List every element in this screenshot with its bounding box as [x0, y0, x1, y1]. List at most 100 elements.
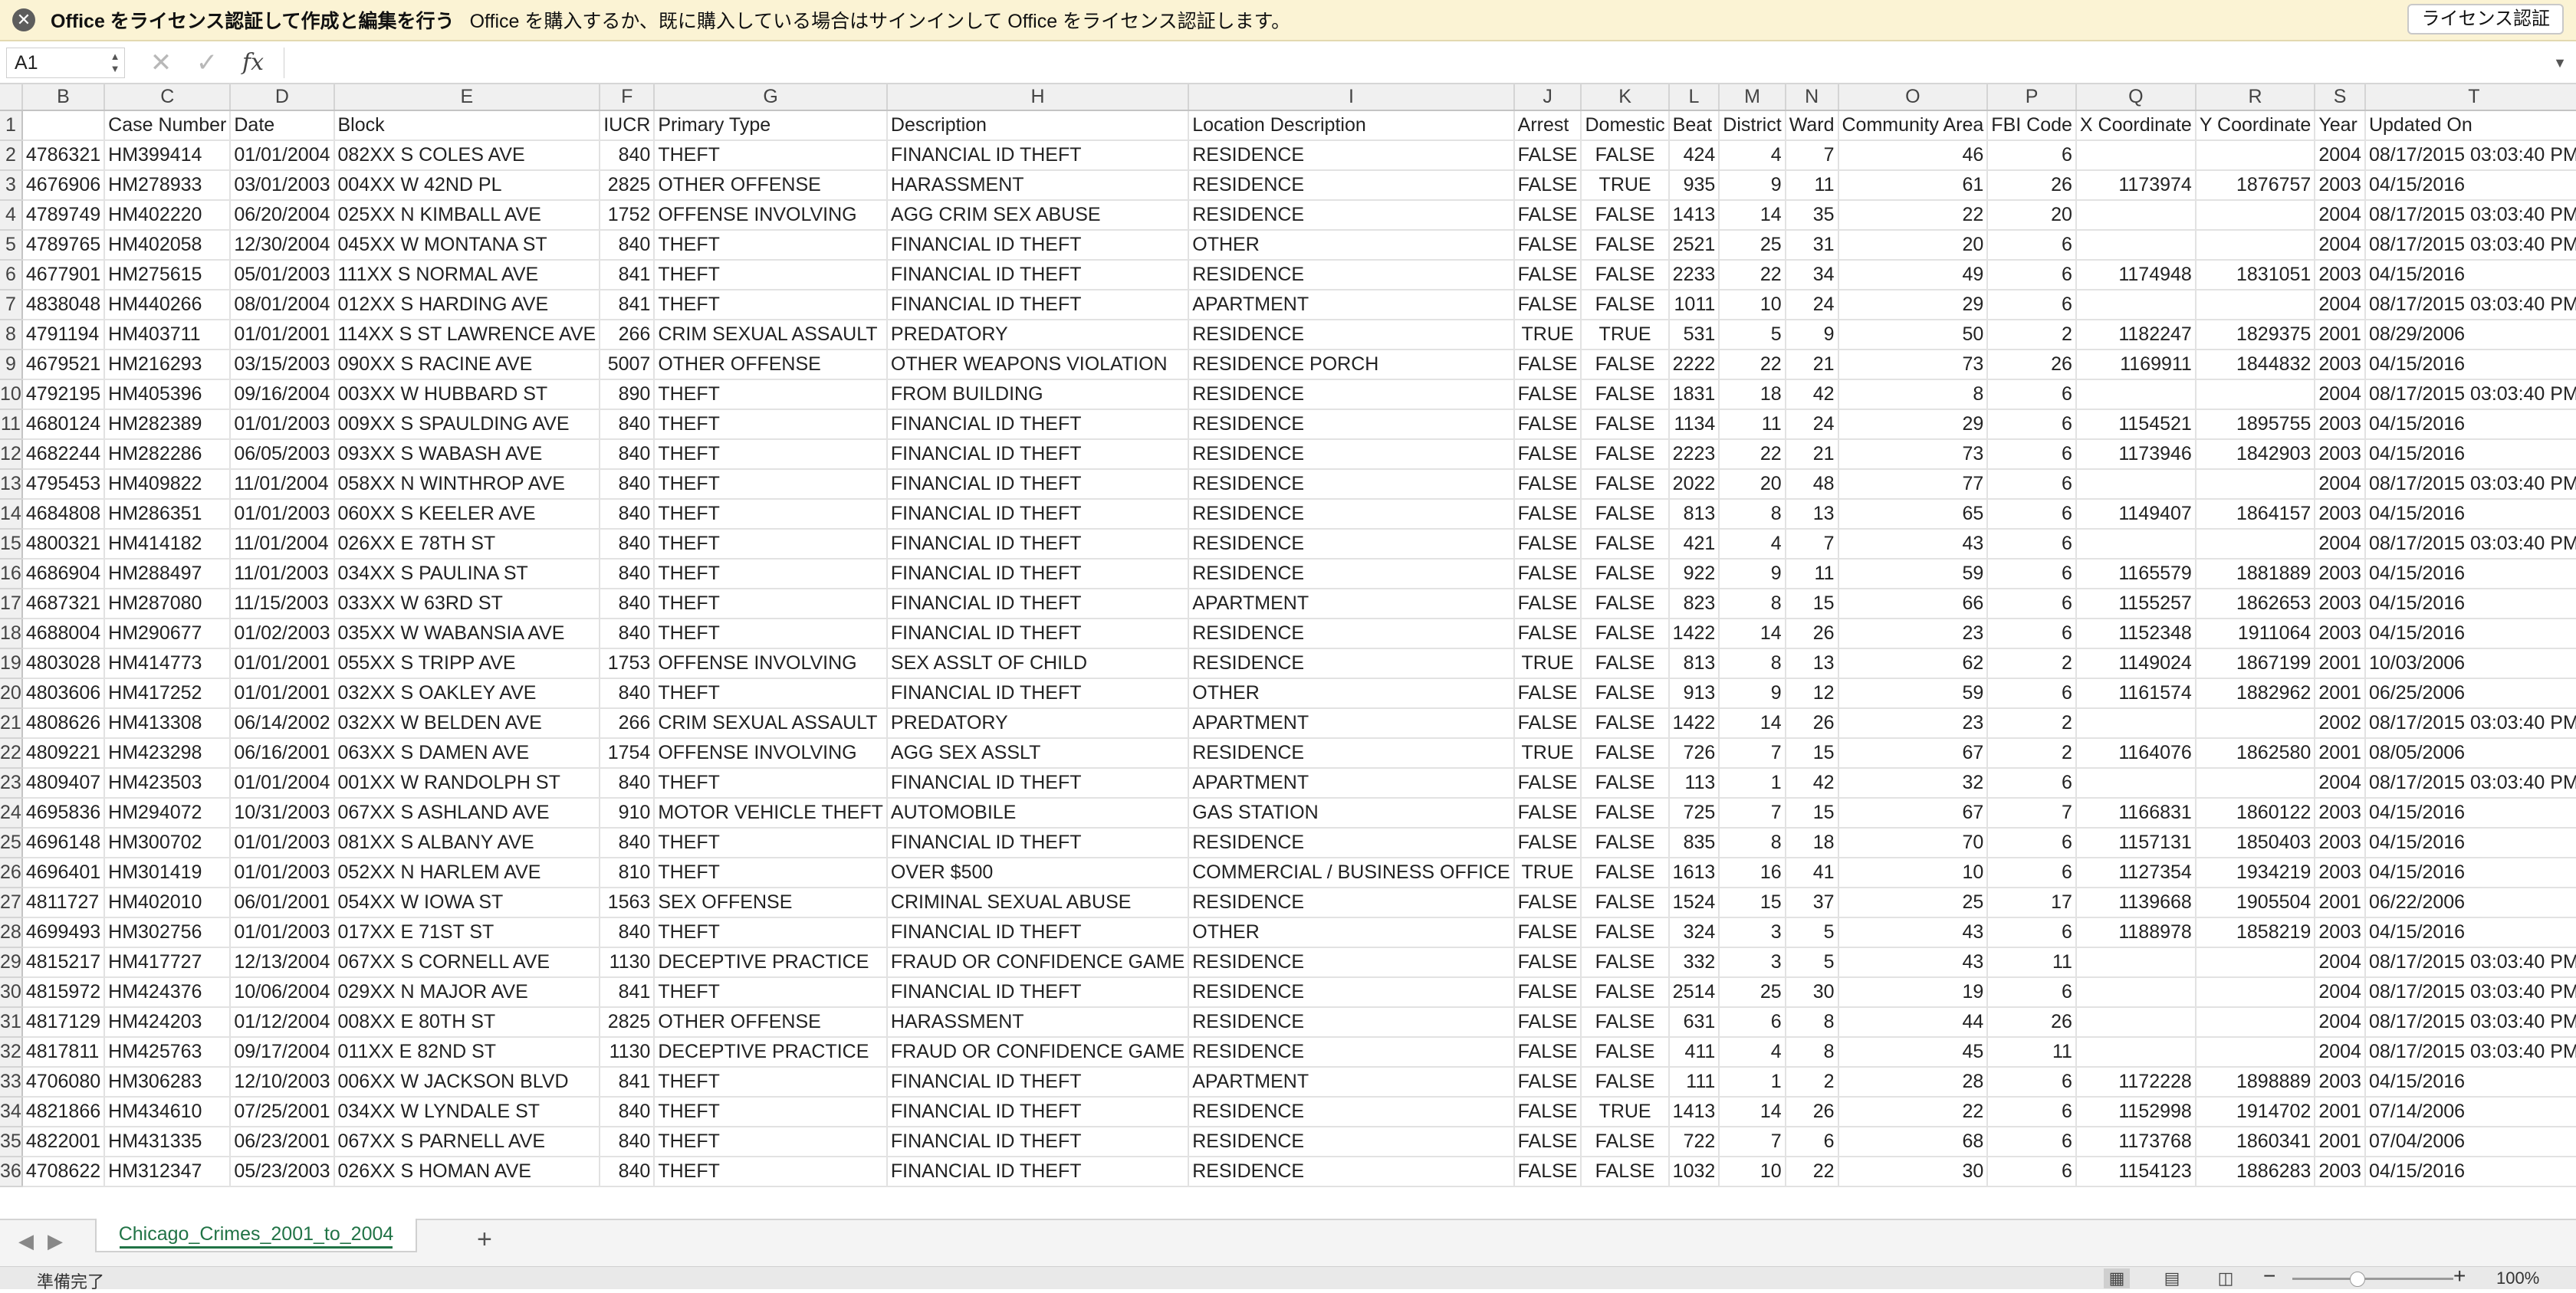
cell-t[interactable]: 08/17/2015 03:03:40 PM: [2364, 708, 2576, 739]
cell-t[interactable]: 08/05/2006: [2364, 738, 2576, 769]
cell-h[interactable]: SEX ASSLT OF CHILD: [886, 648, 1190, 679]
cell-d[interactable]: 01/01/2003: [230, 828, 335, 858]
cell-f[interactable]: 840: [600, 917, 656, 948]
cell-e[interactable]: 003XX W HUBBARD ST: [334, 379, 601, 410]
cell-f[interactable]: 266: [600, 320, 656, 350]
cell-b[interactable]: 4803028: [21, 648, 106, 679]
column-header-s[interactable]: S: [2315, 84, 2366, 111]
cell-d[interactable]: 01/01/2001: [230, 648, 335, 679]
cell-c[interactable]: HM423503: [104, 768, 232, 799]
cell-g[interactable]: THEFT: [654, 469, 888, 500]
cell-c[interactable]: HM286351: [104, 499, 232, 530]
cell-n[interactable]: 26: [1785, 1097, 1839, 1127]
cell-c[interactable]: HM294072: [104, 798, 232, 829]
cell-o[interactable]: 45: [1838, 1037, 1989, 1068]
zoom-slider-thumb[interactable]: [2350, 1272, 2365, 1287]
cell-r[interactable]: [2195, 379, 2316, 410]
cell-s[interactable]: 2004: [2315, 977, 2366, 1008]
cell-e[interactable]: 034XX W LYNDALE ST: [334, 1097, 601, 1127]
cell-e[interactable]: 063XX S DAMEN AVE: [334, 738, 601, 769]
cell-i[interactable]: RESIDENCE PORCH: [1188, 350, 1515, 380]
cell-m[interactable]: 15: [1719, 888, 1786, 918]
cell-s[interactable]: 2004: [2315, 529, 2366, 560]
cell-r[interactable]: 1864157: [2195, 499, 2316, 530]
cell-d[interactable]: 09/17/2004: [230, 1037, 335, 1068]
cell-c[interactable]: HM287080: [104, 589, 232, 619]
expand-formula-bar-icon[interactable]: ▼: [2553, 55, 2567, 71]
cell-q[interactable]: [2075, 947, 2196, 978]
row-header[interactable]: 8: [0, 320, 23, 350]
cell-s[interactable]: 2003: [2315, 1067, 2366, 1098]
cell-k[interactable]: FALSE: [1581, 379, 1670, 410]
cell-k[interactable]: FALSE: [1581, 828, 1670, 858]
row-header[interactable]: 17: [0, 589, 23, 619]
cell-t[interactable]: 04/15/2016: [2364, 589, 2576, 619]
cell-f[interactable]: 840: [600, 589, 656, 619]
cell-k[interactable]: FALSE: [1581, 140, 1670, 171]
cell-l[interactable]: 2233: [1668, 260, 1720, 290]
cell-c[interactable]: HM413308: [104, 708, 232, 739]
cell-q[interactable]: 1155257: [2075, 589, 2196, 619]
cell-t[interactable]: 08/17/2015 03:03:40 PM: [2364, 140, 2576, 171]
cell-k[interactable]: FALSE: [1581, 350, 1670, 380]
header-cell[interactable]: IUCR: [600, 110, 656, 141]
cell-k[interactable]: TRUE: [1581, 170, 1670, 201]
cell-p[interactable]: 26: [1987, 1007, 2077, 1038]
cell-h[interactable]: PREDATORY: [886, 708, 1190, 739]
cell-j[interactable]: FALSE: [1513, 798, 1582, 829]
cell-n[interactable]: 11: [1785, 170, 1839, 201]
cell-n[interactable]: 26: [1785, 619, 1839, 649]
cell-r[interactable]: 1829375: [2195, 320, 2316, 350]
cell-b[interactable]: 4791194: [21, 320, 106, 350]
cell-d[interactable]: 06/01/2001: [230, 888, 335, 918]
cell-o[interactable]: 68: [1838, 1127, 1989, 1157]
cell-k[interactable]: FALSE: [1581, 798, 1670, 829]
cell-q[interactable]: 1173768: [2075, 1127, 2196, 1157]
cell-d[interactable]: 01/01/2001: [230, 678, 335, 709]
cell-h[interactable]: FRAUD OR CONFIDENCE GAME: [886, 947, 1190, 978]
cell-k[interactable]: FALSE: [1581, 708, 1670, 739]
cell-g[interactable]: CRIM SEXUAL ASSAULT: [654, 708, 888, 739]
cell-c[interactable]: HM290677: [104, 619, 232, 649]
cell-q[interactable]: 1174948: [2075, 260, 2196, 290]
cell-c[interactable]: HM300702: [104, 828, 232, 858]
cell-r[interactable]: [2195, 1037, 2316, 1068]
add-sheet-icon[interactable]: +: [477, 1225, 492, 1254]
cell-b[interactable]: 4838048: [21, 290, 106, 320]
cell-r[interactable]: 1860122: [2195, 798, 2316, 829]
cell-c[interactable]: HM424376: [104, 977, 232, 1008]
cell-b[interactable]: 4687321: [21, 589, 106, 619]
cell-l[interactable]: 631: [1668, 1007, 1720, 1038]
cell-d[interactable]: 01/01/2004: [230, 768, 335, 799]
cell-s[interactable]: 2003: [2315, 170, 2366, 201]
cell-h[interactable]: FINANCIAL ID THEFT: [886, 768, 1190, 799]
cell-t[interactable]: 06/22/2006: [2364, 888, 2576, 918]
cell-f[interactable]: 1563: [600, 888, 656, 918]
cell-n[interactable]: 35: [1785, 200, 1839, 231]
cell-b[interactable]: 4792195: [21, 379, 106, 410]
cell-o[interactable]: 43: [1838, 529, 1989, 560]
cell-r[interactable]: 1898889: [2195, 1067, 2316, 1098]
cell-e[interactable]: 004XX W 42ND PL: [334, 170, 601, 201]
cell-g[interactable]: OTHER OFFENSE: [654, 170, 888, 201]
cell-o[interactable]: 10: [1838, 858, 1989, 888]
cell-d[interactable]: 01/01/2001: [230, 320, 335, 350]
cell-p[interactable]: 2: [1987, 708, 2077, 739]
cell-f[interactable]: 1130: [600, 1037, 656, 1068]
cell-n[interactable]: 6: [1785, 1127, 1839, 1157]
cell-r[interactable]: 1881889: [2195, 559, 2316, 589]
cell-j[interactable]: FALSE: [1513, 977, 1582, 1008]
column-header-r[interactable]: R: [2195, 84, 2316, 111]
cell-q[interactable]: [2075, 1037, 2196, 1068]
cell-t[interactable]: 08/17/2015 03:03:40 PM: [2364, 230, 2576, 261]
license-activate-button[interactable]: ライセンス認証: [2407, 4, 2564, 34]
cell-c[interactable]: HM399414: [104, 140, 232, 171]
cell-b[interactable]: 4706080: [21, 1067, 106, 1098]
cell-f[interactable]: 1753: [600, 648, 656, 679]
cell-b[interactable]: 4695836: [21, 798, 106, 829]
cell-r[interactable]: [2195, 200, 2316, 231]
cell-t[interactable]: 04/15/2016: [2364, 1157, 2576, 1187]
cell-e[interactable]: 009XX S SPAULDING AVE: [334, 409, 601, 440]
cell-m[interactable]: 1: [1719, 768, 1786, 799]
cell-m[interactable]: 11: [1719, 409, 1786, 440]
